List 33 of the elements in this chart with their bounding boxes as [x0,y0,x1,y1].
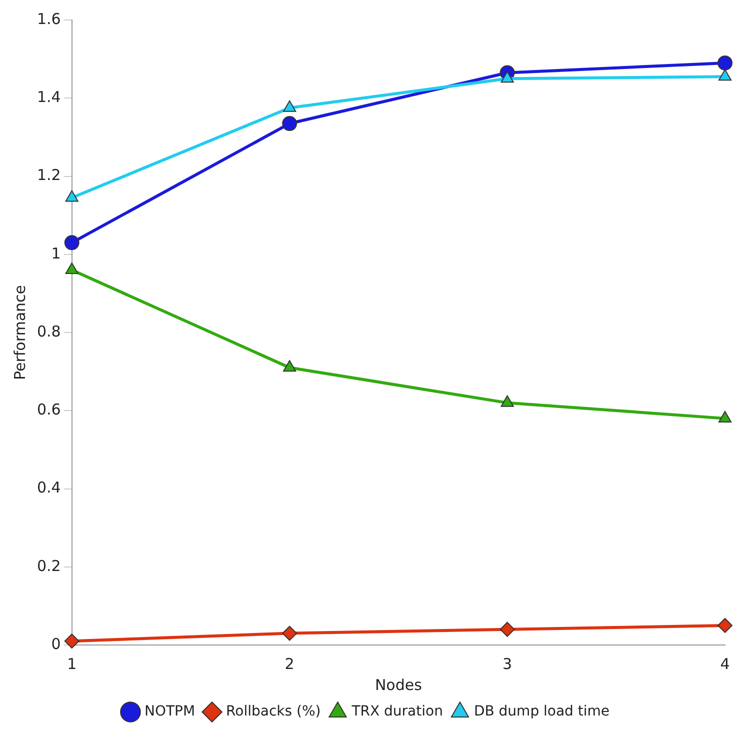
y-tick-label: 1.2 [36,166,61,184]
point [718,618,732,633]
x-axis-title: Nodes [374,676,422,694]
x-tick-label: 1 [67,654,77,673]
legend-label: NOTPM [144,704,196,720]
legend-label: Rollbacks (%) [226,704,321,720]
point [65,262,78,274]
point [718,410,732,422]
x-tick-label: 4 [720,654,730,673]
point [283,100,296,112]
legend-label: TRX duration [350,704,443,720]
y-tick-label: 0 [51,634,61,653]
y-axis-title: Performance [10,284,29,380]
point [282,626,298,641]
y-tick-label: 0.4 [36,478,61,497]
point [718,69,732,81]
point [65,190,78,202]
y-tick-label: 1 [51,244,61,262]
y-tick-label: 0.8 [36,322,61,340]
x-tick-label: 3 [502,654,512,673]
y-tick-label: 0.6 [36,400,61,419]
point [64,634,80,649]
y-tick-label: 0.2 [36,556,61,575]
point [500,395,514,407]
point [64,235,80,250]
point [500,71,514,83]
point [500,622,515,637]
point [718,55,732,70]
y-tick-label: 1.4 [36,88,61,106]
legend-label: DB dump load time [474,704,610,720]
x-tick-label: 2 [284,654,294,673]
y-tick-label: 1.6 [36,10,61,28]
point [283,360,296,372]
